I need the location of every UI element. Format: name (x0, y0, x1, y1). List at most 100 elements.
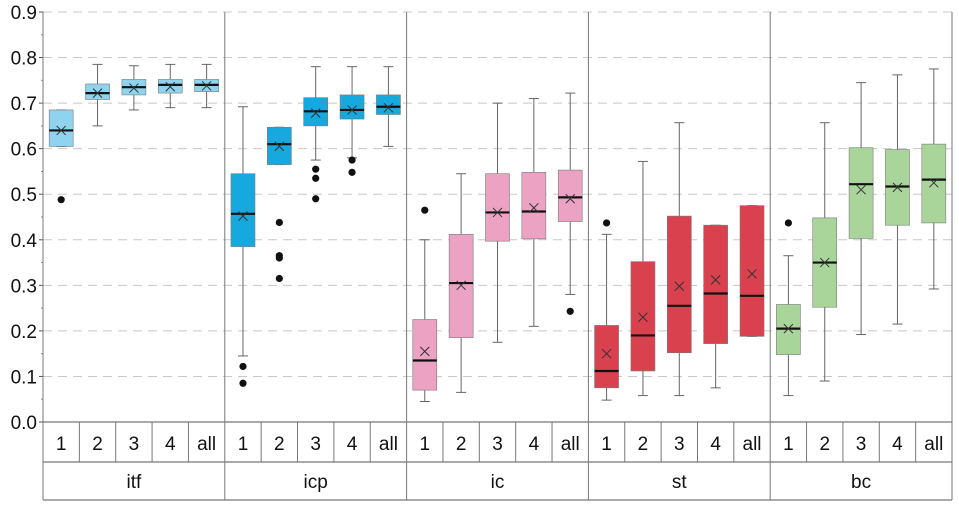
mean-marker (383, 102, 394, 113)
box-ic-4 (521, 98, 547, 327)
subcategory-label: all (197, 434, 216, 455)
subcategory-label: 4 (710, 434, 721, 455)
group-label-st: st (672, 472, 688, 493)
box-itf-4 (157, 63, 183, 109)
mean-marker (201, 80, 212, 91)
y-tick-label: 0.3 (11, 276, 37, 297)
group-label-icp: icp (304, 472, 328, 493)
subcategory-label: 4 (165, 434, 176, 455)
mean-marker (856, 184, 866, 195)
y-tick-label: 0.2 (11, 322, 37, 343)
y-tick-label: 0.7 (11, 94, 37, 115)
box-icp-1 (230, 106, 256, 387)
outlier-point (312, 195, 320, 203)
box-iqr (630, 261, 656, 372)
box-iqr (666, 215, 692, 354)
box-itf-2 (85, 63, 110, 127)
box-icp-4 (339, 66, 365, 176)
box-iqr (339, 94, 365, 120)
outlier-point (275, 274, 283, 283)
subcategory-label: 3 (310, 434, 321, 455)
outlier-point (421, 206, 429, 214)
subcategory-label: all (379, 434, 398, 455)
y-tick-label: 0.1 (11, 367, 37, 388)
subcategory-label: all (924, 434, 943, 455)
mean-marker (747, 269, 757, 279)
mean-marker (310, 108, 321, 118)
mean-marker (674, 281, 685, 292)
y-tick-label: 0.9 (11, 3, 37, 24)
boxes (48, 63, 947, 402)
outlier-point (239, 379, 247, 387)
mean-marker (638, 312, 648, 323)
outlier-point (312, 174, 320, 182)
mean-marker (274, 141, 285, 152)
group-label-bc: bc (851, 472, 871, 493)
mean-marker (819, 257, 830, 268)
box-itf-3 (121, 65, 147, 111)
subcategory-label: 4 (529, 434, 540, 455)
box-ic-2 (448, 173, 474, 393)
box-iqr (485, 173, 510, 242)
box-iqr (412, 319, 438, 391)
box-iqr (848, 147, 874, 239)
box-iqr (230, 173, 256, 247)
y-tick-label: 0.8 (11, 49, 37, 70)
outlier-point (348, 168, 356, 176)
box-ic-all (557, 92, 583, 315)
subcategory-label: 3 (492, 434, 503, 455)
mean-marker (347, 105, 357, 115)
box-itf-1 (48, 109, 74, 204)
subcategory-label: all (561, 434, 580, 455)
y-tick-label: 0.4 (11, 231, 38, 252)
subcategory-label: 2 (638, 434, 649, 455)
y-tick-label: 0.0 (11, 413, 37, 434)
outlier-point (275, 254, 283, 262)
subcategory-label: 1 (419, 434, 430, 455)
subcategory-label: 1 (601, 434, 612, 455)
outlier-point (348, 156, 356, 164)
subcategory-label: 1 (56, 434, 67, 455)
box-bc-2 (812, 122, 838, 382)
box-iqr (703, 224, 728, 344)
subcategory-label: 2 (274, 434, 285, 455)
y-tick-label: 0.5 (11, 185, 37, 206)
mean-marker (928, 177, 939, 188)
mean-marker (419, 346, 430, 357)
box-iqr (85, 83, 110, 100)
subcategory-label: 4 (347, 434, 358, 455)
box-iqr (739, 205, 765, 337)
box-icp-3 (303, 66, 329, 203)
mean-marker (56, 125, 67, 136)
subcategory-label: 3 (129, 434, 140, 455)
outlier-point (566, 307, 574, 315)
subcategory-label: 3 (674, 434, 685, 455)
box-bc-all (921, 68, 947, 290)
mean-marker (129, 83, 139, 93)
subcategory-label: 4 (892, 434, 903, 455)
box-iqr (521, 172, 547, 240)
box-ic-3 (485, 102, 510, 343)
box-st-4 (703, 224, 728, 389)
outlier-point (275, 218, 283, 227)
mean-marker (710, 275, 721, 285)
subcategory-label: 1 (783, 434, 794, 455)
outlier-point (57, 196, 65, 204)
subcategory-label: 1 (238, 434, 249, 455)
outlier-point (784, 219, 792, 227)
subcategory-label: all (743, 434, 762, 455)
y-tick-label: 0.6 (11, 140, 37, 161)
mean-marker (165, 81, 176, 92)
box-iqr (557, 169, 583, 222)
box-st-2 (630, 160, 656, 397)
axes (39, 11, 953, 501)
mean-marker (238, 211, 248, 221)
group-label-ic: ic (491, 472, 505, 493)
box-icp-2 (267, 126, 292, 283)
box-icp-all (376, 66, 401, 147)
labels: 0.0 0.1 0.2 0.3 0.4 0.5 0.6 0.7 0.8 0.9 itf 1 2 3 4 all… (11, 3, 944, 493)
subcategory-label: 2 (92, 434, 103, 455)
box-ic-1 (412, 206, 438, 402)
mean-marker (492, 207, 503, 218)
